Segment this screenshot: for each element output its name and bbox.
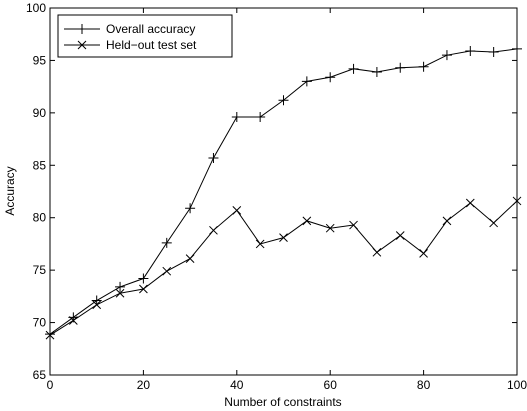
y-tick-label: 100 <box>26 1 46 15</box>
x-marker <box>255 239 265 249</box>
x-marker <box>162 266 172 276</box>
x-marker <box>395 231 405 240</box>
plus-marker <box>115 281 126 292</box>
plus-marker <box>465 45 476 56</box>
legend-item: Held−out test set <box>64 38 197 52</box>
plus-marker <box>231 112 242 123</box>
x-marker <box>279 233 288 242</box>
y-tick-label: 65 <box>33 368 47 382</box>
y-tick-label: 85 <box>33 158 47 172</box>
legend-label: Overall accuracy <box>106 22 195 36</box>
x-tick-label: 80 <box>417 378 431 392</box>
x-tick-label: 0 <box>47 378 54 392</box>
x-marker <box>68 316 78 325</box>
x-tick-label: 20 <box>137 378 151 392</box>
plot-area <box>49 7 518 376</box>
ticks-layer: 0 20 40 60 80 100 65 70 75 80 85 90 95 100 <box>26 1 527 392</box>
plus-marker <box>418 61 429 72</box>
plus-marker <box>371 66 382 77</box>
x-marker <box>489 218 499 228</box>
y-tick-label: 90 <box>33 106 47 120</box>
x-marker <box>512 196 522 206</box>
legend-x-marker <box>77 40 87 50</box>
plus-marker <box>45 329 55 340</box>
plus-marker <box>138 273 149 284</box>
y-tick-label: 95 <box>33 53 47 67</box>
y-tick-label: 70 <box>33 316 47 330</box>
plus-marker <box>91 295 102 306</box>
x-marker <box>442 216 452 226</box>
legend-plus-marker <box>77 24 87 34</box>
legend-item: Overall accuracy <box>64 22 195 36</box>
plus-marker <box>278 95 289 106</box>
x-marker <box>45 330 55 340</box>
plus-marker <box>301 76 312 87</box>
x-marker <box>419 249 428 258</box>
x-marker <box>325 223 335 233</box>
x-marker <box>302 216 312 226</box>
x-marker <box>232 206 242 215</box>
y-tick-label: 80 <box>33 211 47 225</box>
x-marker <box>372 247 382 257</box>
plus-marker <box>395 62 406 73</box>
x-marker <box>465 198 475 208</box>
plus-marker <box>488 47 499 58</box>
y-axis-label: Accuracy <box>3 166 17 215</box>
plus-marker <box>512 43 522 54</box>
x-marker <box>139 284 148 294</box>
y-tick-label: 75 <box>33 263 47 277</box>
x-marker <box>349 220 358 230</box>
series-held-out-test-set <box>45 196 522 340</box>
x-marker <box>209 225 218 235</box>
x-marker <box>185 254 195 263</box>
x-marker <box>92 300 102 310</box>
x-marker <box>115 288 125 298</box>
plus-marker <box>325 72 336 83</box>
plus-marker <box>441 50 452 61</box>
plus-marker <box>348 63 359 74</box>
plus-marker <box>161 237 172 248</box>
plus-marker <box>185 203 196 214</box>
x-tick-label: 100 <box>507 378 527 392</box>
legend-label: Held−out test set <box>106 38 197 52</box>
plus-marker <box>255 112 266 123</box>
legend-box <box>57 14 233 58</box>
x-tick-label: 40 <box>230 378 244 392</box>
series-layer <box>45 43 522 340</box>
legend: Overall accuracy Held−out test set <box>57 14 233 58</box>
x-axis-label: Number of constraints <box>224 395 341 409</box>
series-overall-accuracy <box>45 43 522 340</box>
plus-marker <box>208 152 219 163</box>
x-tick-label: 60 <box>324 378 338 392</box>
